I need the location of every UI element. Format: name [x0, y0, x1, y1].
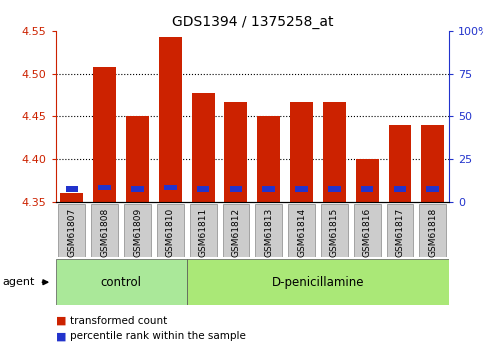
- Bar: [421, 125, 444, 202]
- Bar: [66, 186, 78, 191]
- Bar: [192, 93, 214, 202]
- Text: GSM61808: GSM61808: [100, 208, 109, 257]
- Bar: [257, 116, 280, 202]
- Bar: [386, 204, 413, 257]
- Text: transformed count: transformed count: [70, 316, 167, 326]
- Bar: [419, 204, 446, 257]
- Text: GSM61812: GSM61812: [231, 208, 241, 257]
- Bar: [355, 159, 379, 202]
- Bar: [131, 186, 144, 191]
- Bar: [91, 204, 118, 257]
- Text: D-penicillamine: D-penicillamine: [272, 276, 364, 288]
- Bar: [58, 204, 85, 257]
- Bar: [262, 186, 275, 191]
- Text: GSM61815: GSM61815: [330, 208, 339, 257]
- Bar: [295, 186, 308, 191]
- Bar: [190, 204, 216, 257]
- Bar: [354, 204, 381, 257]
- Text: GSM61817: GSM61817: [396, 208, 404, 257]
- Text: GSM61818: GSM61818: [428, 208, 437, 257]
- Bar: [126, 116, 149, 202]
- Bar: [56, 259, 187, 305]
- Text: control: control: [100, 276, 142, 288]
- Text: GSM61811: GSM61811: [199, 208, 208, 257]
- Bar: [229, 186, 242, 191]
- Bar: [388, 125, 412, 202]
- Bar: [290, 102, 313, 202]
- Bar: [157, 204, 184, 257]
- Bar: [288, 204, 315, 257]
- Title: GDS1394 / 1375258_at: GDS1394 / 1375258_at: [171, 14, 333, 29]
- Bar: [124, 204, 151, 257]
- Text: GSM61810: GSM61810: [166, 208, 175, 257]
- Text: GSM61814: GSM61814: [297, 208, 306, 257]
- Text: ■: ■: [56, 332, 66, 341]
- Bar: [164, 185, 177, 190]
- Text: ■: ■: [56, 316, 66, 326]
- Bar: [197, 186, 210, 191]
- Text: agent: agent: [2, 277, 35, 287]
- Bar: [256, 204, 282, 257]
- Text: GSM61813: GSM61813: [264, 208, 273, 257]
- Bar: [394, 186, 406, 191]
- Bar: [99, 185, 111, 190]
- Bar: [361, 186, 373, 191]
- Bar: [187, 259, 449, 305]
- Bar: [93, 67, 116, 202]
- Bar: [426, 186, 439, 191]
- Text: GSM61809: GSM61809: [133, 208, 142, 257]
- Bar: [323, 102, 346, 202]
- Text: percentile rank within the sample: percentile rank within the sample: [70, 332, 246, 341]
- Bar: [159, 37, 182, 202]
- Bar: [60, 193, 84, 202]
- Bar: [321, 204, 348, 257]
- Text: GSM61807: GSM61807: [68, 208, 76, 257]
- Text: GSM61816: GSM61816: [363, 208, 372, 257]
- Bar: [225, 102, 247, 202]
- Bar: [328, 186, 341, 191]
- Bar: [223, 204, 249, 257]
